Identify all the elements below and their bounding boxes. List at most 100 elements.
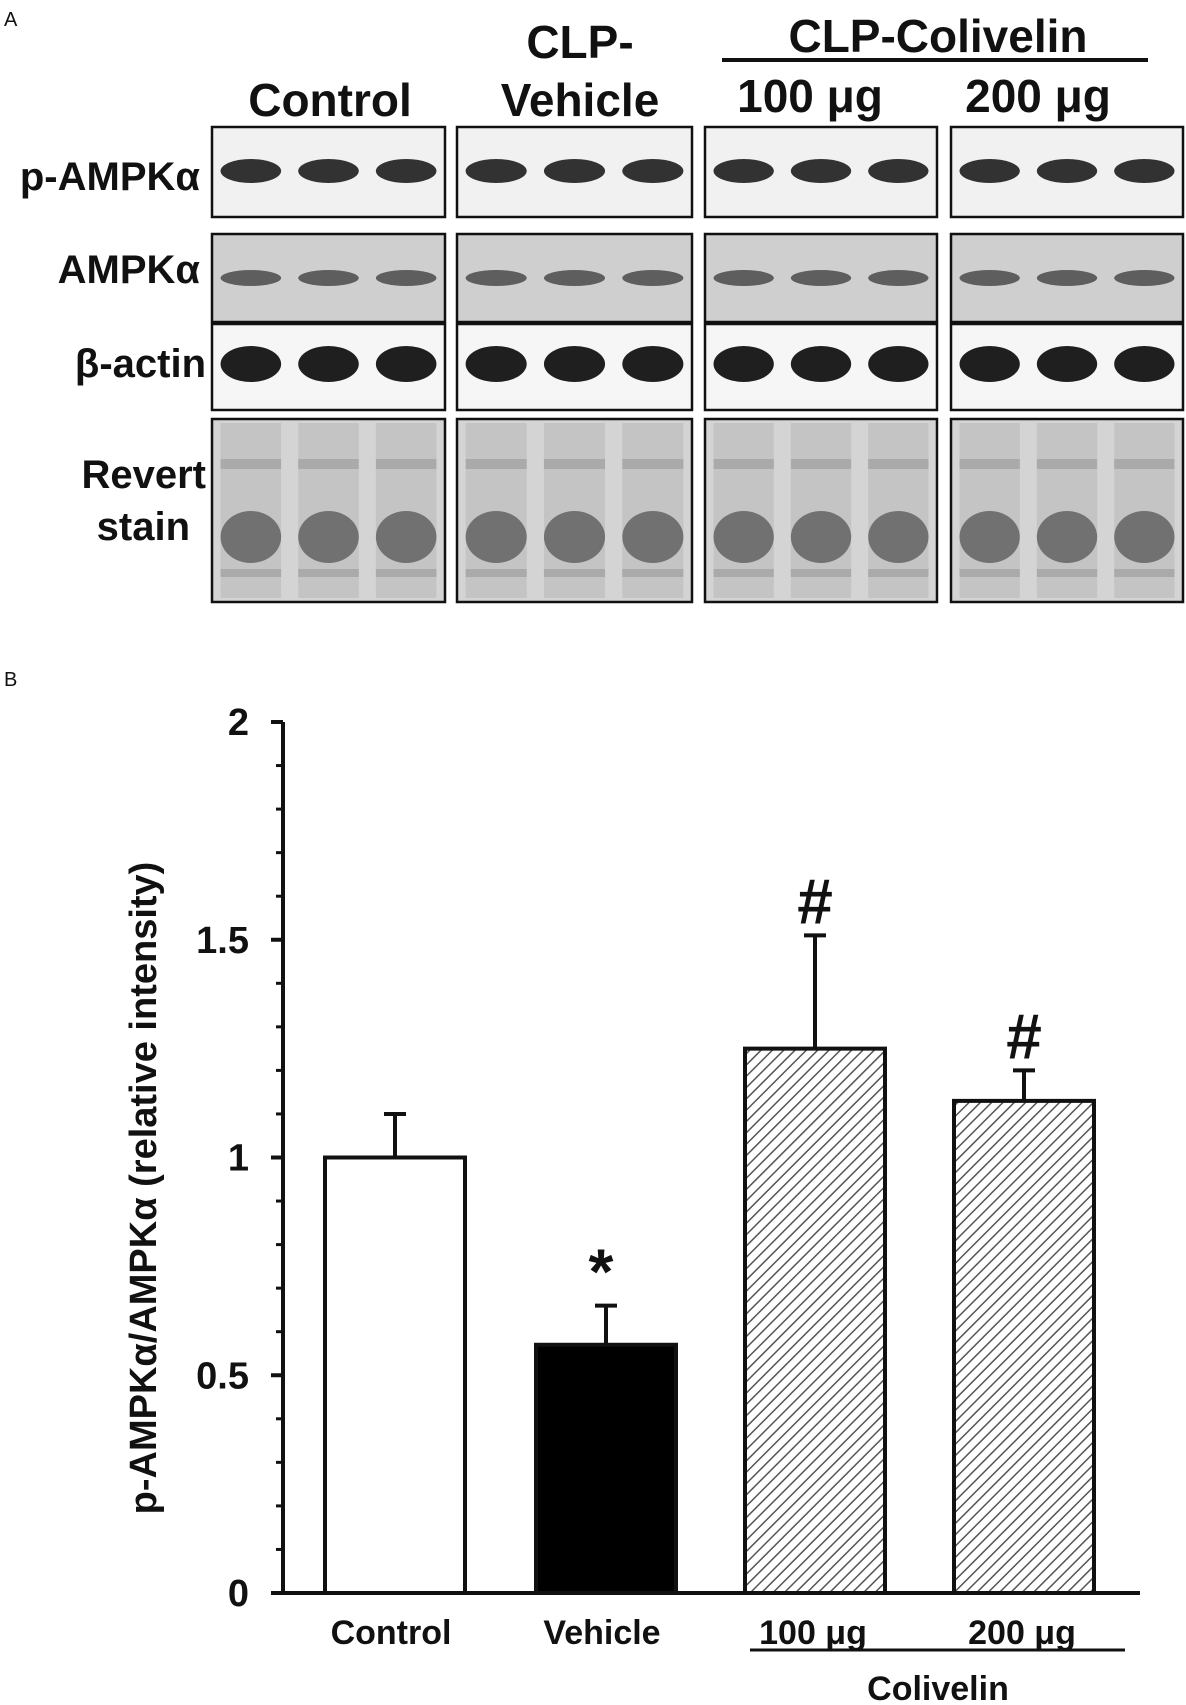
stain-lane: [220, 423, 282, 598]
blot-band: [790, 159, 852, 183]
stain-band: [1114, 459, 1175, 469]
blot-band: [220, 346, 282, 382]
stain-band: [375, 569, 437, 577]
significance-marker: #: [797, 865, 833, 937]
stain-band: [465, 459, 527, 469]
significance-marker: *: [589, 1236, 614, 1308]
stain-band: [298, 511, 359, 563]
stain-band: [868, 459, 929, 469]
stain-lane: [959, 423, 1020, 598]
blot-band: [543, 346, 606, 382]
stain-lane: [465, 423, 527, 598]
blot-band: [622, 270, 684, 286]
stain-band: [622, 459, 684, 469]
blot-band: [713, 159, 774, 183]
blot-band: [790, 346, 852, 382]
y-tick-label: 1.5: [196, 920, 249, 962]
group-label-200ug: 200 μg: [965, 70, 1111, 122]
row-label-revert-line2: stain: [97, 505, 190, 549]
stain-band: [298, 459, 359, 469]
blot-band: [1114, 270, 1175, 286]
blot-band: [375, 346, 437, 382]
panel-a-letter: A: [4, 9, 18, 31]
stain-band: [713, 459, 774, 469]
bracket-label-clp-colivelin: CLP-Colivelin: [788, 10, 1087, 62]
y-tick-label: 2: [228, 702, 249, 744]
blot-band: [868, 270, 929, 286]
stain-lane: [713, 423, 774, 598]
stain-band: [220, 569, 282, 577]
bar-0: [323, 1155, 467, 1595]
blot-band: [1036, 346, 1098, 382]
group-label-100ug: 100 μg: [737, 70, 883, 122]
stain-band: [543, 569, 606, 577]
stain-band: [1036, 569, 1098, 577]
bars: * # #: [323, 865, 1096, 1596]
western-blot-images: [210, 125, 1185, 604]
blot-band: [543, 270, 606, 286]
stain-band: [713, 569, 774, 577]
x-category-label: 200 μg: [968, 1614, 1076, 1652]
stain-band: [1114, 569, 1175, 577]
stain-band: [1114, 511, 1175, 563]
x-category-label: 100 μg: [759, 1614, 867, 1652]
row-label-ampk: AMPKα: [58, 248, 201, 292]
y-axis-label: p-AMPKα/AMPKα (relative intensity): [123, 862, 165, 1515]
blot-band: [622, 159, 684, 183]
blot-band: [375, 270, 437, 286]
colivelin-bracket-label: Colivelin: [867, 1670, 1009, 1705]
stain-band: [868, 569, 929, 577]
stain-lane: [622, 423, 684, 598]
stain-band: [465, 511, 527, 563]
blot-band: [298, 159, 359, 183]
blot-band: [375, 159, 437, 183]
blot-band: [298, 346, 359, 382]
group-label-clp-line1: CLP-: [526, 16, 633, 68]
stain-lane: [543, 423, 606, 598]
stain-band: [1036, 459, 1098, 469]
blot-band: [713, 270, 774, 286]
stain-band: [790, 511, 852, 563]
row-label-p-ampk: p-AMPKα: [20, 155, 201, 199]
panel-b-letter: B: [4, 669, 17, 691]
stain-band: [543, 459, 606, 469]
group-label-control: Control: [248, 74, 412, 126]
row-label-beta-actin: β-actin: [75, 342, 206, 386]
stain-band: [622, 511, 684, 563]
stain-band: [298, 569, 359, 577]
stain-band: [622, 569, 684, 577]
y-tick-label: 0: [228, 1573, 249, 1615]
stain-band: [868, 511, 929, 563]
blot-band: [868, 159, 929, 183]
blot-band: [465, 159, 527, 183]
stain-band: [713, 511, 774, 563]
blot-band: [713, 346, 774, 382]
stain-band: [375, 459, 437, 469]
stain-lane: [1114, 423, 1175, 598]
stain-band: [959, 569, 1020, 577]
bar-3: [952, 1098, 1096, 1595]
stain-band: [543, 511, 606, 563]
stain-band: [1036, 511, 1098, 563]
stain-band: [465, 569, 527, 577]
stain-lane: [790, 423, 852, 598]
blot-band: [465, 270, 527, 286]
blot-band: [1036, 159, 1098, 183]
y-tick-label: 1: [228, 1138, 249, 1180]
blot-band: [1114, 159, 1175, 183]
bar-1: [534, 1342, 678, 1596]
blot-band: [220, 159, 282, 183]
stain-lane: [375, 423, 437, 598]
stain-band: [959, 459, 1020, 469]
blot-band: [543, 159, 606, 183]
group-label-clp-line2: Vehicle: [501, 74, 660, 126]
stain-band: [959, 511, 1020, 563]
blot-band: [868, 346, 929, 382]
blot-band: [959, 270, 1020, 286]
blot-band: [1036, 270, 1098, 286]
bar-chart: p-AMPKα/AMPKα (relative intensity) 0 0.5 1…: [123, 702, 1140, 1705]
blot-band: [465, 346, 527, 382]
stain-band: [790, 459, 852, 469]
x-category-label: Vehicle: [543, 1614, 660, 1652]
